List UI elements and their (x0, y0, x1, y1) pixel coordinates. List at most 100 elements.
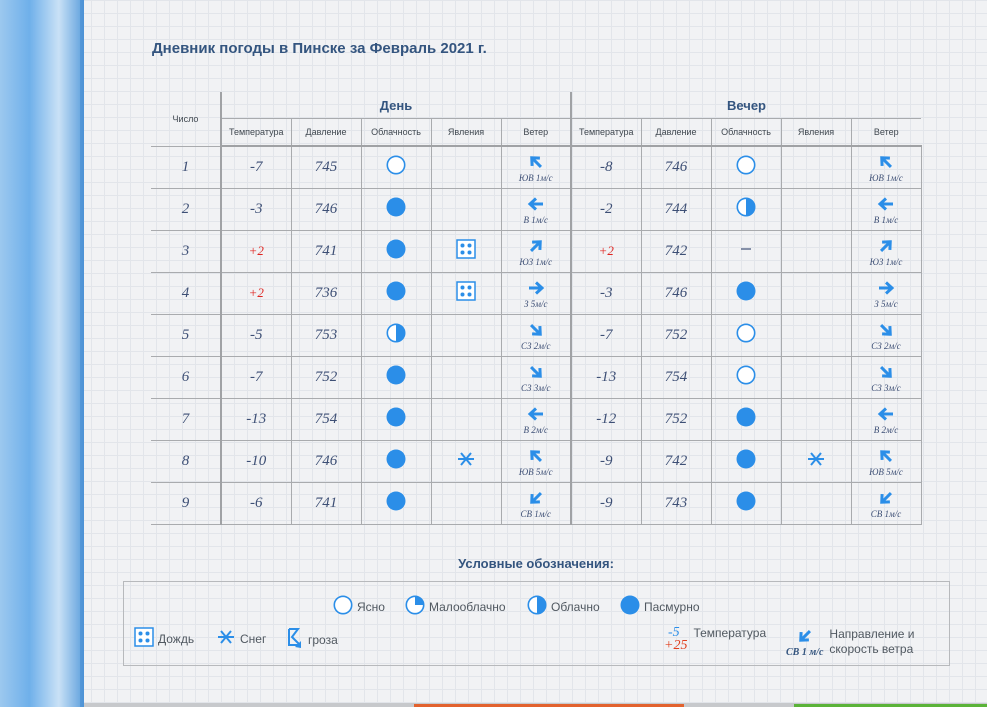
wind-arrow-left-icon (527, 405, 545, 425)
legend-snow: Снег (216, 627, 266, 650)
legend-overcast-label: Пасмурно (644, 599, 700, 614)
notebook-spine (0, 0, 84, 707)
wind-arrow-down-right-icon (527, 321, 545, 341)
overcast-cloud-icon (736, 491, 756, 516)
evening-temperature: -7 (600, 327, 613, 343)
subheader-evening-temperature: Температура (570, 118, 642, 147)
evening-wind-label: СВ 1м/с (870, 509, 902, 519)
legend-title: Условные обозначения: (458, 556, 614, 571)
wind-arrow-icon (796, 627, 814, 647)
day-wind-label: ЮВ 5м/с (518, 467, 553, 477)
day-pressure: 753 (290, 314, 362, 357)
evening-temperature: -13 (596, 369, 617, 385)
legend-wind-sample: СВ 1 м/с (786, 647, 824, 658)
table-row: 3 +2 741 ЮЗ 1м/с +2 742 ЮЗ 1м/с (151, 230, 922, 273)
clear-cloud-icon (386, 155, 406, 180)
legend-rain-label: Дождь (158, 631, 195, 646)
overcast-cloud-icon (386, 491, 406, 516)
day-number: 8 (151, 440, 222, 483)
day-wind-label: СВ 1м/с (520, 509, 552, 519)
evening-pressure: 752 (640, 314, 712, 357)
day-temperature: +2 (248, 285, 264, 300)
day-pressure: 746 (290, 188, 362, 231)
subheader-evening-wind: Ветер (850, 118, 921, 147)
subheader-evening-phenomena: Явления (780, 118, 852, 147)
day-temperature: -5 (250, 327, 263, 343)
clear-cloud-icon (736, 155, 756, 180)
overcast-cloud-icon (386, 281, 406, 306)
partly-cloudy-icon (405, 595, 425, 618)
overcast-cloud-icon (736, 281, 756, 306)
table-row: 2 -3 746 В 1м/с -2 744 В 1м/с (151, 188, 922, 231)
storm-icon (286, 627, 304, 652)
evening-temperature: -9 (600, 453, 613, 469)
day-wind-label: В 1м/с (523, 215, 549, 225)
day-wind-label: З 5м/с (524, 299, 548, 309)
day-number: 9 (151, 482, 222, 525)
evening-temperature: +2 (598, 243, 614, 258)
day-number: 5 (151, 314, 222, 357)
wind-arrow-down-right-icon (527, 363, 545, 383)
evening-pressure: 742 (640, 440, 712, 483)
subheader-day-temperature: Температура (220, 118, 292, 147)
wind-arrow-right-icon (527, 279, 545, 299)
evening-temperature: -9 (600, 495, 613, 511)
none-cloud-icon (736, 239, 756, 264)
legend-cloudy: Облачно (527, 595, 600, 618)
evening-pressure: 742 (640, 230, 712, 273)
clear-cloud-icon (736, 365, 756, 390)
evening-wind-label: В 1м/с (873, 215, 899, 225)
legend-temperature: -5 +25 Температура (664, 625, 766, 653)
weather-table: Число День Вечер Температура Давление Обла… (151, 92, 922, 525)
clear-icon (333, 595, 353, 618)
legend-rain: Дождь (134, 627, 194, 650)
day-temperature: -10 (246, 453, 267, 469)
subheader-day-pressure: Давление (290, 118, 362, 147)
evening-pressure: 752 (640, 398, 712, 441)
day-pressure: 741 (290, 482, 362, 525)
evening-wind-label: В 2м/с (873, 425, 899, 435)
wind-arrow-up-right-icon (877, 237, 895, 257)
legend-storm-label: гроза (308, 632, 338, 647)
wind-arrow-up-left-icon (877, 153, 895, 173)
day-number: 1 (151, 145, 222, 189)
wind-arrow-left-icon (527, 195, 545, 215)
evening-temperature: -2 (600, 201, 613, 217)
wind-arrow-left-icon (877, 195, 895, 215)
legend-partly: Малооблачно (405, 595, 506, 618)
overcast-cloud-icon (736, 407, 756, 432)
overcast-cloud-icon (736, 449, 756, 474)
snow-icon (216, 627, 236, 650)
evening-pressure: 746 (640, 145, 712, 189)
evening-wind-label: СЗ 3м/с (871, 383, 901, 393)
day-pressure: 736 (290, 272, 362, 315)
day-pressure: 754 (290, 398, 362, 441)
rain-icon (134, 627, 154, 650)
legend-cloudy-label: Облачно (551, 599, 600, 614)
header-group-evening: Вечер (570, 92, 921, 119)
table-row: 9 -6 741 СВ 1м/с -9 743 СВ 1м/с (151, 482, 922, 525)
day-temperature: -7 (250, 369, 263, 385)
legend-temp-negative: -5 (668, 625, 680, 640)
legend-snow-label: Снег (240, 631, 267, 646)
day-temperature: -13 (246, 411, 267, 427)
day-wind-label: СЗ 3м/с (521, 383, 551, 393)
snow-icon (456, 449, 476, 474)
wind-arrow-up-left-icon (527, 447, 545, 467)
rain-icon (456, 281, 476, 306)
evening-pressure: 754 (640, 356, 712, 399)
legend: Ясно Малооблачно Облачно Пасмурно Дождь … (123, 581, 950, 666)
day-wind-label: СЗ 2м/с (521, 341, 551, 351)
wind-arrow-right-icon (877, 279, 895, 299)
legend-storm: гроза (286, 627, 338, 652)
overcast-cloud-icon (386, 407, 406, 432)
day-pressure: 746 (290, 440, 362, 483)
overcast-cloud-icon (386, 365, 406, 390)
day-pressure: 745 (290, 145, 362, 189)
wind-arrow-down-right-icon (877, 363, 895, 383)
wind-arrow-up-right-icon (527, 237, 545, 257)
evening-temperature: -3 (600, 285, 613, 301)
evening-pressure: 746 (640, 272, 712, 315)
subheader-evening-pressure: Давление (640, 118, 712, 147)
day-number: 4 (151, 272, 222, 315)
